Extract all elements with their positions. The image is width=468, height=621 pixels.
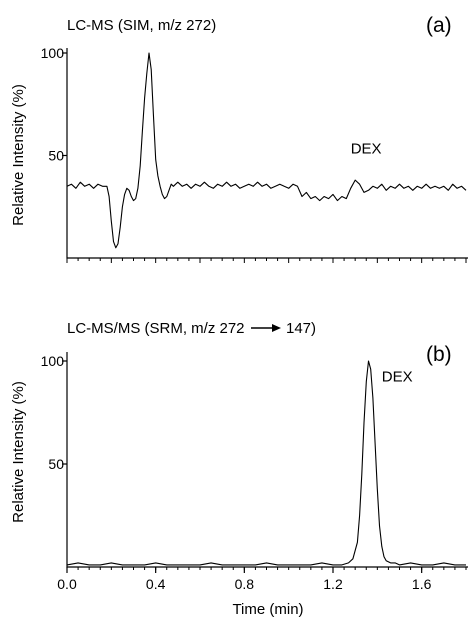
panel-b-annotation-dex: DEX <box>382 369 413 386</box>
panel-a-label: (a) <box>426 14 452 37</box>
panel-a-ytick-label: 100 <box>41 45 65 61</box>
panel-b: LC-MS/MS (SRM, m/z 272 147) (b) Relative… <box>10 320 468 618</box>
panel-a-axes <box>66 48 468 259</box>
panel-b-title-suffix: 147) <box>286 320 316 337</box>
panel-b-xlabel: Time (min) <box>232 601 303 618</box>
panel-b-xtick-label: 1.2 <box>323 576 343 592</box>
panel-a-title: LC-MS (SIM, m/z 272) <box>67 17 216 34</box>
panel-b-xtick-label: 1.6 <box>412 576 432 592</box>
panel-a: LC-MS (SIM, m/z 272) (a) Relative Intens… <box>10 14 468 263</box>
panel-b-title: LC-MS/MS (SRM, m/z 272 <box>67 320 245 337</box>
panel-a-annotation-dex: DEX <box>351 140 382 157</box>
panel-b-series-line <box>66 360 466 566</box>
panel-b-ylabel: Relative Intensity (%) <box>10 381 27 523</box>
arrow-icon <box>251 324 281 332</box>
panel-b-xtick-label: 0.0 <box>57 576 77 592</box>
panel-b-ytick-label: 50 <box>48 456 64 472</box>
panel-b-ytick-label: 100 <box>41 353 65 369</box>
panel-a-ytick-label: 50 <box>48 148 64 164</box>
panel-b-xtick-label: 0.8 <box>235 576 255 592</box>
panel-b-label: (b) <box>426 343 452 366</box>
panel-a-series-line <box>66 52 467 249</box>
panel-b-xtick-label: 0.4 <box>146 576 166 592</box>
panel-a-ylabel: Relative Intensity (%) <box>10 84 27 226</box>
